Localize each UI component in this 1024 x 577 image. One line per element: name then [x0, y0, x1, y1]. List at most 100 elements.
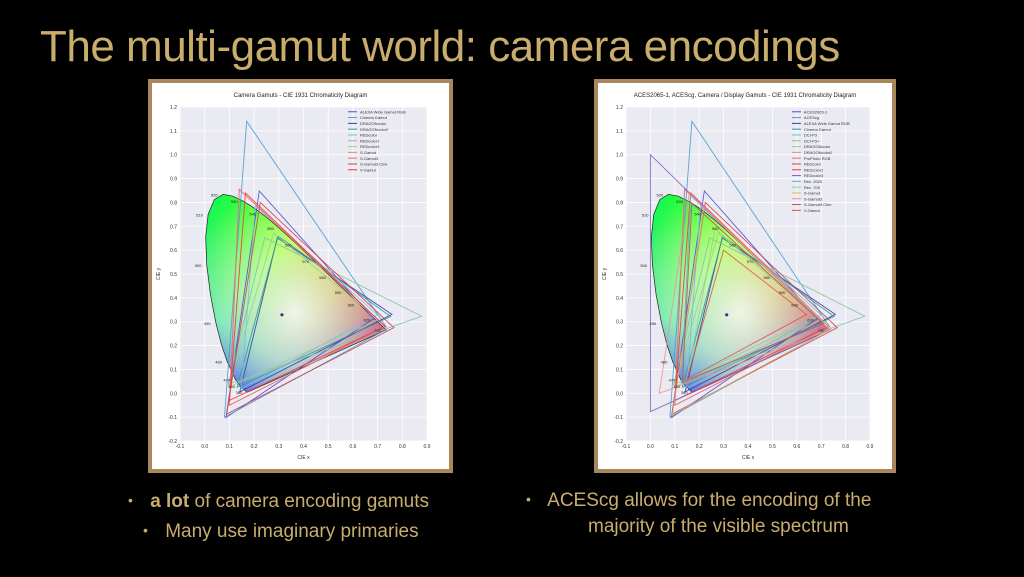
gamut-triangle: [227, 232, 380, 388]
legend-entry: ACEScg: [804, 115, 819, 120]
right-chart-frame: 520 510 530 540 550 560 570 580 590 600 620 700 500 4…: [594, 79, 896, 473]
wavelength-label: 510: [196, 212, 203, 217]
x-axis-label: CIE x: [742, 455, 755, 461]
right-bullet-list: • ACEScg allows for the encoding of the …: [526, 486, 966, 540]
gamut-triangle: [686, 227, 818, 380]
bullet-item: • a lot of camera encoding gamuts: [128, 486, 488, 516]
bullet-text: of camera encoding gamuts: [194, 491, 429, 512]
legend-entry: DRAGONcolor2: [804, 150, 833, 155]
x-tick-label: 0.3: [720, 444, 727, 450]
bullet-bold-text: a lot: [150, 491, 190, 512]
wavelength-label: 600: [348, 302, 355, 307]
y-tick-label: 1.1: [616, 129, 623, 135]
gamut-triangle: [228, 191, 386, 402]
wavelength-label: 480: [215, 360, 222, 365]
gamut-triangle: [671, 206, 832, 416]
x-axis-label: CIE x: [297, 455, 310, 461]
wavelength-label: 560: [285, 242, 292, 247]
y-axis-label: CIE y: [602, 267, 608, 280]
y-tick-label: 0.5: [170, 272, 177, 278]
wavelength-label: 540: [249, 211, 256, 216]
y-tick-label: 0.6: [616, 248, 623, 254]
x-tick-label: 0.5: [769, 444, 776, 450]
wavelength-label: 520: [211, 192, 218, 197]
wavelength-label: 700: [818, 328, 825, 333]
wavelength-label: 490: [649, 321, 656, 326]
white-point: [280, 313, 284, 317]
spectral-locus-white: [651, 194, 830, 393]
legend-entry: ALEXA Wide Gamut RGB: [804, 121, 850, 126]
y-tick-label: -0.2: [168, 439, 177, 445]
y-tick-label: -0.1: [614, 415, 623, 421]
y-tick-label: -0.2: [614, 439, 623, 445]
wavelength-label: 530: [231, 199, 238, 204]
x-tick-label: 0.3: [275, 444, 282, 450]
y-tick-label: 0.5: [616, 272, 623, 278]
legend-entry: DRAGONcolor: [804, 144, 831, 149]
legend-entry: Rec. 709: [804, 185, 821, 190]
wavelength-label: 530: [676, 199, 683, 204]
legend-entry: REDcolor: [360, 133, 378, 138]
legend-entry: S-Gamut3.Cine: [804, 202, 832, 207]
gamut-triangle: [658, 191, 831, 394]
legend-entry: S-Gamut3: [804, 196, 823, 201]
gamut-triangle: [686, 249, 808, 380]
legend-entry: REDcolor: [804, 162, 822, 167]
legend-entry: REDcolor2: [804, 167, 824, 172]
wavelength-label: 600: [791, 302, 798, 307]
spectral-locus-outline: [205, 193, 387, 393]
x-tick-label: 0.4: [300, 444, 307, 450]
left-chart-frame: 520 510 530 540 550 560 570 580 590 600 620 700 500 4…: [148, 79, 453, 473]
y-tick-label: 0.3: [170, 320, 177, 326]
y-tick-label: 0.2: [170, 344, 177, 350]
y-tick-label: 0.1: [616, 367, 623, 373]
x-tick-label: -0.1: [622, 444, 631, 450]
bullet-text: Many use imaginary primaries: [165, 521, 419, 542]
wavelength-label: 470: [669, 377, 676, 382]
wavelength-label: 480: [661, 360, 668, 365]
y-axis-label: CIE y: [156, 267, 162, 280]
legend-entry: ProPhoto RGB: [804, 156, 831, 161]
y-tick-label: 0.9: [616, 177, 623, 183]
bullet-dot: •: [143, 522, 148, 538]
legend-entry: V-Gamut: [804, 208, 821, 213]
bullet-dot: •: [526, 491, 531, 507]
x-tick-label: 0.6: [349, 444, 356, 450]
slide-title: The multi-gamut world: camera encodings: [40, 22, 840, 71]
x-tick-label: 0.5: [325, 444, 332, 450]
spectral-locus-white: [205, 194, 387, 393]
legend-entry: REDcolor3: [804, 173, 824, 178]
x-tick-label: 0.4: [745, 444, 752, 450]
y-tick-label: 0.8: [616, 200, 623, 206]
legend-entry: DRAGONcolor: [360, 121, 387, 126]
bullet-dot: •: [128, 492, 133, 508]
x-tick-label: 0.7: [374, 444, 381, 450]
x-tick-label: 0.8: [399, 444, 406, 450]
wavelength-label: 490: [204, 321, 211, 326]
white-point: [725, 313, 729, 317]
y-tick-label: 0.3: [616, 320, 623, 326]
y-tick-label: 1.0: [170, 153, 177, 159]
wavelength-label: 580: [319, 275, 326, 280]
gamut-triangle: [672, 237, 867, 386]
x-tick-label: 0.0: [647, 444, 654, 450]
gamut-triangle: [227, 237, 423, 386]
bullet-item: • Many use imaginary primaries: [128, 516, 488, 546]
legend-entry: Cinema Gamut: [804, 127, 832, 132]
wavelength-label: 580: [763, 275, 770, 280]
legend-entry: S-Gamut: [804, 191, 821, 196]
legend-entry: V-Gamut: [360, 167, 377, 172]
y-tick-label: 0.0: [616, 391, 623, 397]
wavelength-label: 570: [302, 259, 309, 264]
wavelength-label: 620: [364, 318, 371, 323]
x-tick-label: -0.1: [176, 444, 185, 450]
legend-entry: Cinema Gamut: [360, 115, 388, 120]
wavelength-label: 540: [694, 211, 701, 216]
legend-entry: DCI-P3: [804, 133, 818, 138]
x-tick-label: 0.8: [842, 444, 849, 450]
bullet-text-continued: majority of the visible spectrum: [588, 516, 849, 537]
x-tick-label: 0.2: [696, 444, 703, 450]
wavelength-label: 620: [807, 318, 814, 323]
y-tick-label: 0.1: [170, 367, 177, 373]
gamut-triangle: [674, 191, 830, 402]
